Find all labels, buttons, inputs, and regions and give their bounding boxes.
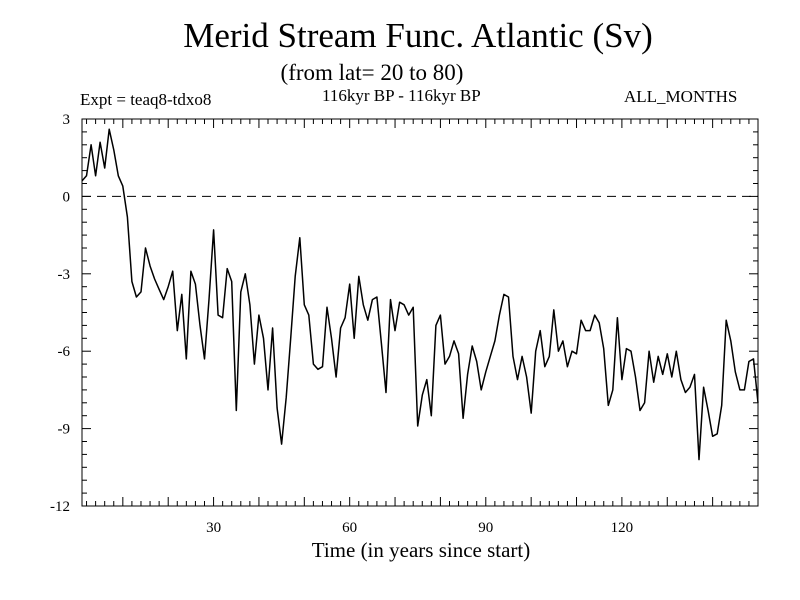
y-tick-label: -12 bbox=[50, 499, 70, 515]
x-tick-label: 30 bbox=[206, 520, 221, 536]
x-tick-label: 90 bbox=[478, 520, 493, 536]
months-label: ALL_MONTHS bbox=[624, 87, 738, 106]
chart-title: Merid Stream Func. Atlantic (Sv) bbox=[183, 16, 653, 55]
y-tick-label: -3 bbox=[58, 267, 71, 283]
series-line-merid-stream-func bbox=[81, 128, 759, 461]
axis-ticks bbox=[82, 118, 759, 507]
x-tick-label: 120 bbox=[611, 520, 634, 536]
y-tick-label: 0 bbox=[63, 189, 71, 205]
period-label: 116kyr BP - 116kyr BP bbox=[322, 86, 481, 105]
x-axis-label: Time (in years since start) bbox=[311, 538, 531, 562]
y-tick-label: -9 bbox=[58, 422, 71, 438]
x-tick-label: 60 bbox=[342, 520, 357, 536]
experiment-label: Expt = teaq8-tdxo8 bbox=[80, 90, 212, 109]
chart-subtitle: (from lat= 20 to 80) bbox=[280, 60, 464, 85]
y-tick-label: -6 bbox=[58, 344, 71, 360]
y-tick-label: 3 bbox=[63, 112, 71, 128]
